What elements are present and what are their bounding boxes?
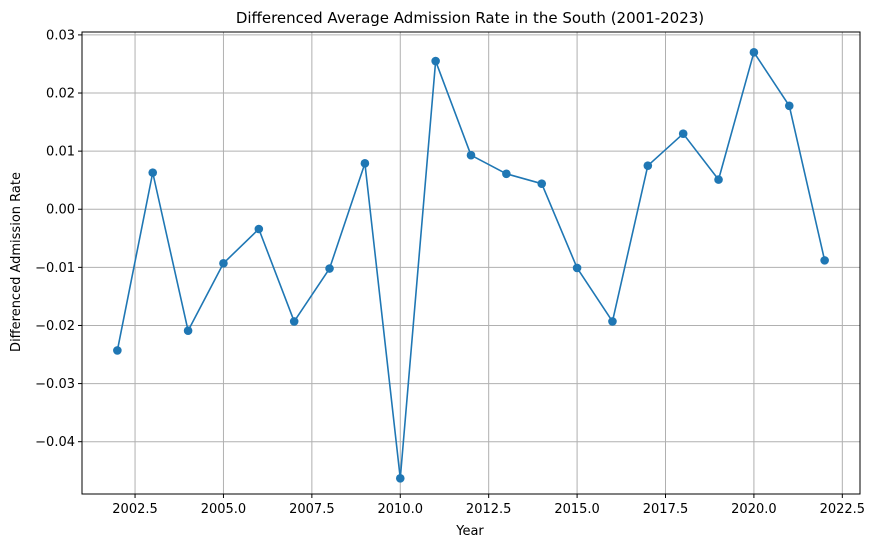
x-tick-label: 2015.0 bbox=[554, 502, 600, 517]
series-layer bbox=[113, 48, 829, 483]
data-point bbox=[608, 317, 617, 326]
chart-title: Differenced Average Admission Rate in th… bbox=[236, 9, 704, 27]
x-tick-label: 2020.0 bbox=[731, 502, 777, 517]
data-point bbox=[113, 346, 122, 355]
data-point bbox=[254, 224, 264, 234]
data-point bbox=[395, 474, 405, 483]
y-tick-label: −0.04 bbox=[35, 435, 75, 450]
y-tick-label: −0.02 bbox=[35, 319, 75, 334]
x-tick-label: 2017.5 bbox=[643, 502, 689, 517]
y-axis-label: Differenced Admission Rate bbox=[9, 172, 24, 352]
x-tick-label: 2005.0 bbox=[201, 502, 247, 517]
y-tick-label: 0.01 bbox=[46, 145, 75, 160]
x-axis-ticks: 2002.5 2005.0 2007.5 2010.0 2012.5 2015.0 2017… bbox=[112, 494, 865, 517]
data-point bbox=[219, 258, 228, 268]
x-tick-label: 2010.0 bbox=[378, 502, 424, 517]
x-tick-label: 2012.5 bbox=[466, 502, 512, 517]
data-point bbox=[466, 150, 476, 160]
data-point bbox=[502, 169, 511, 179]
data-point bbox=[183, 326, 193, 336]
data-point bbox=[784, 101, 794, 111]
grid bbox=[82, 32, 860, 494]
plot-frame bbox=[81, 31, 861, 495]
y-tick-label: 0.00 bbox=[46, 203, 75, 218]
y-tick-label: −0.01 bbox=[35, 261, 75, 276]
y-tick-label: −0.03 bbox=[35, 377, 75, 392]
data-point bbox=[678, 129, 688, 138]
y-tick-label: 0.02 bbox=[46, 87, 75, 102]
data-point bbox=[749, 48, 759, 57]
x-tick-label: 2002.5 bbox=[112, 502, 158, 517]
data-point bbox=[289, 317, 299, 326]
data-point bbox=[148, 168, 158, 177]
data-point bbox=[360, 159, 370, 168]
y-tick-label: 0.03 bbox=[46, 28, 75, 43]
data-point bbox=[572, 263, 582, 273]
data-point bbox=[431, 56, 440, 66]
data-point bbox=[714, 175, 723, 184]
y-axis-ticks: −0.04 −0.03 −0.02 −0.01 0.00 0.01 0.02 0.03 bbox=[35, 28, 82, 450]
data-point bbox=[820, 256, 829, 265]
x-tick-label: 2007.5 bbox=[289, 502, 335, 517]
data-point bbox=[643, 161, 653, 170]
data-point bbox=[537, 179, 547, 188]
x-axis-label: Year bbox=[455, 524, 484, 539]
x-tick-label: 2022.5 bbox=[820, 502, 866, 517]
data-point bbox=[325, 264, 334, 273]
